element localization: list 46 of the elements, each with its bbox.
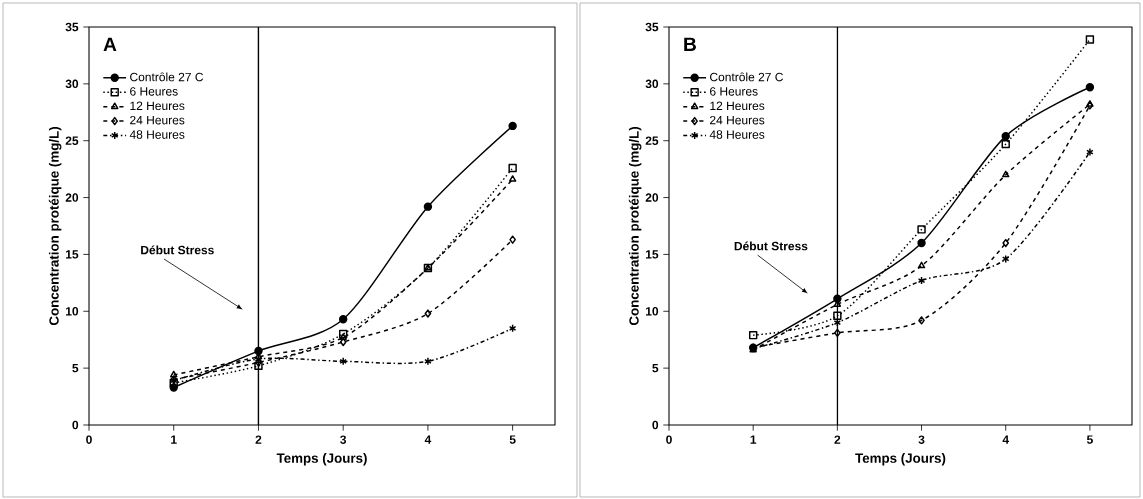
y-tick-label: 25 — [65, 136, 79, 145]
x-tick-label: 4 — [1002, 435, 1009, 444]
x-axis-title: Temps (Jours) — [276, 453, 367, 466]
legend-label: 6 Heures — [130, 87, 178, 96]
legend-label: 48 Heures — [129, 130, 185, 139]
y-tick-label: 30 — [645, 79, 659, 89]
chart-title: B — [684, 37, 696, 51]
y-tick-label: 0 — [72, 420, 79, 430]
y-tick-label: 20 — [65, 193, 79, 202]
y-tick-label: 15 — [66, 250, 79, 259]
y-tick-label: 20 — [645, 193, 659, 202]
y-tick-label: 5 — [652, 363, 659, 373]
x-tick-label: 3 — [340, 435, 347, 444]
y-tick-label: 30 — [65, 79, 79, 89]
y-tick-label: 25 — [645, 136, 659, 145]
x-axis-title: Temps (Jours) — [855, 453, 946, 466]
y-axis-title: Concentration protéique (mg/L) — [48, 127, 62, 326]
annotation: Début Stress — [141, 245, 214, 255]
x-tick-label: 2 — [255, 435, 262, 444]
legend-label: 24 Heures — [130, 115, 185, 125]
legend-label: 24 Heures — [710, 115, 765, 125]
x-tick-label: 1 — [171, 435, 177, 444]
y-tick-label: 35 — [645, 22, 659, 32]
x-tick-label: 1 — [750, 435, 757, 444]
x-tick-label: 5 — [1086, 435, 1093, 444]
y-tick-label: 5 — [72, 363, 79, 373]
x-tick-label: 5 — [509, 435, 516, 444]
x-tick-label: 2 — [834, 435, 841, 444]
y-tick-label: 10 — [646, 307, 659, 316]
legend-label: 6 Heures — [710, 87, 758, 96]
legend-label: Contrôle 27 C — [710, 72, 783, 82]
chart-title: A — [103, 37, 117, 51]
y-axis-title: Concentration protéique (mg/L) — [628, 127, 642, 326]
legend-label: Contrôle 27 C — [130, 72, 204, 82]
x-tick-label: 0 — [666, 435, 672, 444]
annotation: Début Stress — [734, 241, 808, 251]
legend-label: 12 Heures — [710, 101, 765, 111]
x-tick-label: 3 — [918, 435, 925, 444]
legend-label: 48 Heures — [709, 130, 765, 139]
x-tick-label: 4 — [424, 435, 432, 444]
legend-label: 12 Heures — [130, 101, 185, 111]
y-tick-label: 0 — [652, 420, 659, 430]
x-tick-label: 0 — [86, 435, 92, 444]
y-tick-label: 15 — [646, 250, 659, 259]
y-tick-label: 35 — [65, 22, 79, 32]
y-tick-label: 10 — [66, 307, 79, 316]
